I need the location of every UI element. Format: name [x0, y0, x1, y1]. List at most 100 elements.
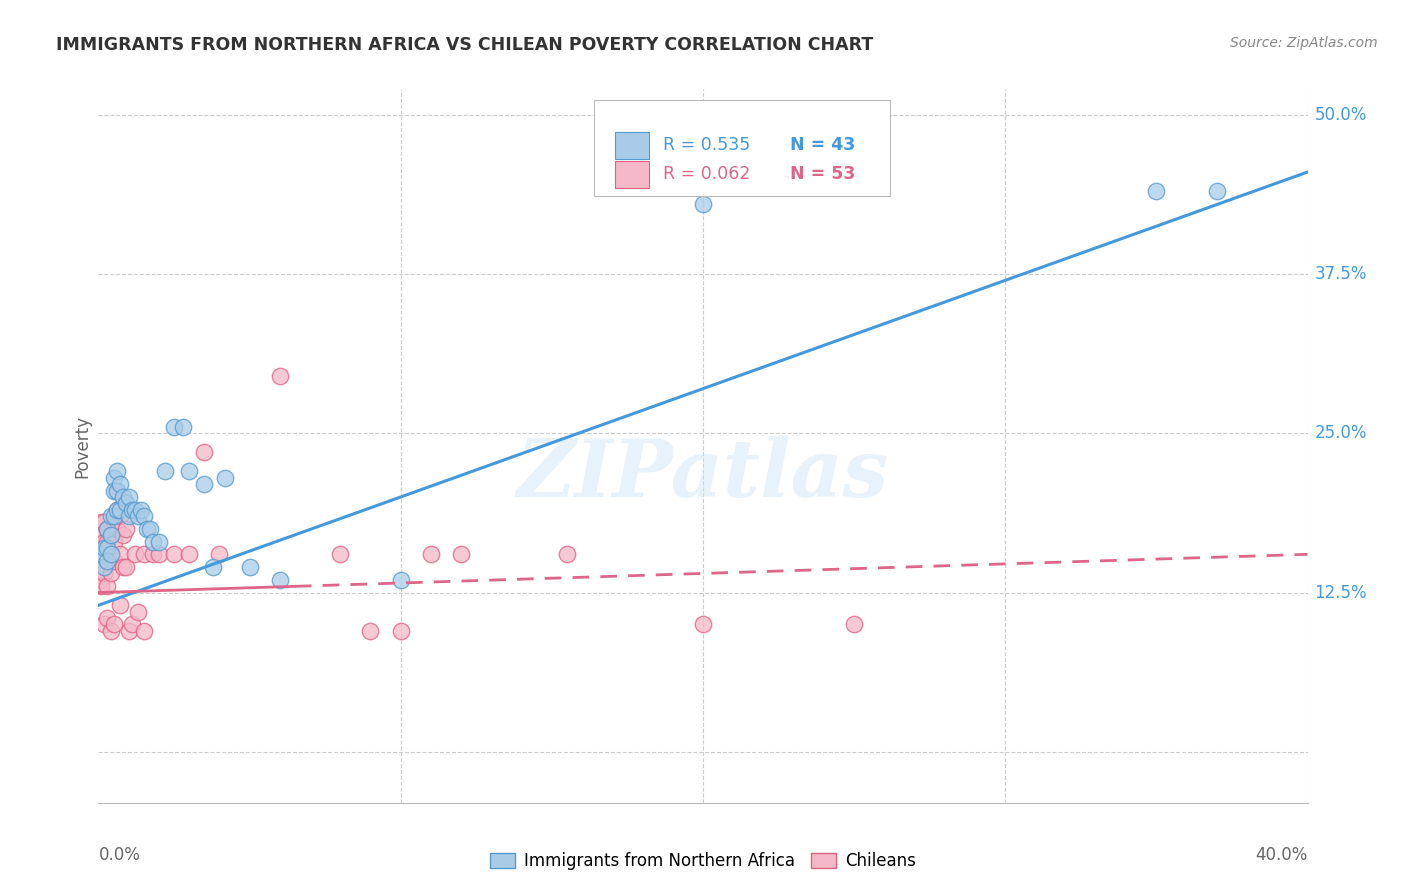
Point	[93, 534, 115, 549]
Point	[239, 560, 262, 574]
Point	[114, 560, 136, 574]
Point	[103, 516, 125, 530]
Point	[90, 528, 112, 542]
Point	[450, 547, 472, 561]
Point	[108, 509, 131, 524]
Point	[90, 516, 112, 530]
Point	[132, 624, 155, 638]
Text: R = 0.535: R = 0.535	[664, 136, 751, 153]
Point	[87, 560, 110, 574]
Bar	[614, 161, 648, 188]
Point	[153, 465, 176, 479]
Text: Source: ZipAtlas.com: Source: ZipAtlas.com	[1230, 36, 1378, 50]
Point	[103, 554, 125, 568]
Point	[329, 547, 352, 561]
Point	[121, 617, 143, 632]
Point	[96, 522, 118, 536]
Point	[269, 368, 291, 383]
Point	[389, 624, 412, 638]
Point	[93, 560, 115, 574]
Point	[96, 579, 118, 593]
Y-axis label: Poverty: Poverty	[73, 415, 91, 477]
Point	[214, 471, 236, 485]
Point	[135, 522, 157, 536]
Point	[103, 534, 125, 549]
Point	[177, 547, 201, 561]
Point	[103, 471, 125, 485]
Point	[105, 483, 128, 498]
Point	[202, 560, 225, 574]
Point	[100, 528, 122, 542]
Point	[129, 502, 152, 516]
Point	[100, 547, 122, 561]
Point	[127, 509, 149, 524]
Point	[555, 547, 578, 561]
Point	[114, 496, 136, 510]
Point	[692, 617, 714, 632]
Point	[142, 547, 165, 561]
Point	[139, 522, 162, 536]
Text: N = 43: N = 43	[790, 136, 855, 153]
Point	[419, 547, 441, 561]
Point	[108, 477, 131, 491]
Point	[692, 197, 714, 211]
Point	[844, 617, 866, 632]
Point	[163, 547, 186, 561]
Point	[127, 605, 149, 619]
Point	[124, 502, 146, 516]
Point	[90, 573, 112, 587]
Point	[118, 490, 141, 504]
Text: N = 53: N = 53	[790, 165, 855, 183]
Point	[96, 522, 118, 536]
Point	[93, 541, 115, 555]
Point	[93, 566, 115, 581]
Point	[360, 624, 382, 638]
Point	[132, 509, 155, 524]
Point	[208, 547, 231, 561]
Point	[111, 490, 134, 504]
Point	[1206, 184, 1229, 198]
Text: 50.0%: 50.0%	[1315, 105, 1367, 124]
Legend: Immigrants from Northern Africa, Chileans: Immigrants from Northern Africa, Chilean…	[484, 846, 922, 877]
Point	[96, 554, 118, 568]
Text: IMMIGRANTS FROM NORTHERN AFRICA VS CHILEAN POVERTY CORRELATION CHART: IMMIGRANTS FROM NORTHERN AFRICA VS CHILE…	[56, 36, 873, 54]
Point	[105, 522, 128, 536]
Point	[118, 624, 141, 638]
Point	[148, 547, 170, 561]
Point	[103, 509, 125, 524]
Point	[93, 617, 115, 632]
Point	[163, 420, 186, 434]
Point	[96, 541, 118, 555]
Text: 25.0%: 25.0%	[1315, 425, 1367, 442]
Point	[93, 516, 115, 530]
Point	[105, 483, 128, 498]
Text: 40.0%: 40.0%	[1256, 846, 1308, 863]
Point	[132, 547, 155, 561]
Point	[269, 573, 291, 587]
Bar	[614, 132, 648, 159]
Text: 37.5%: 37.5%	[1315, 265, 1367, 283]
Point	[172, 420, 194, 434]
Point	[108, 599, 131, 613]
Point	[103, 483, 125, 498]
Text: ZIPatlas: ZIPatlas	[517, 436, 889, 513]
Point	[108, 502, 131, 516]
Point	[177, 465, 201, 479]
Point	[193, 445, 215, 459]
Point	[1144, 184, 1167, 198]
Point	[142, 534, 165, 549]
Text: 12.5%: 12.5%	[1315, 583, 1367, 601]
FancyBboxPatch shape	[595, 100, 890, 196]
Point	[121, 502, 143, 516]
Point	[111, 560, 134, 574]
Point	[105, 465, 128, 479]
Point	[103, 617, 125, 632]
Point	[100, 547, 122, 561]
Point	[108, 547, 131, 561]
Text: R = 0.062: R = 0.062	[664, 165, 751, 183]
Text: 0.0%: 0.0%	[98, 846, 141, 863]
Point	[105, 502, 128, 516]
Point	[100, 509, 122, 524]
Point	[96, 554, 118, 568]
Point	[96, 534, 118, 549]
